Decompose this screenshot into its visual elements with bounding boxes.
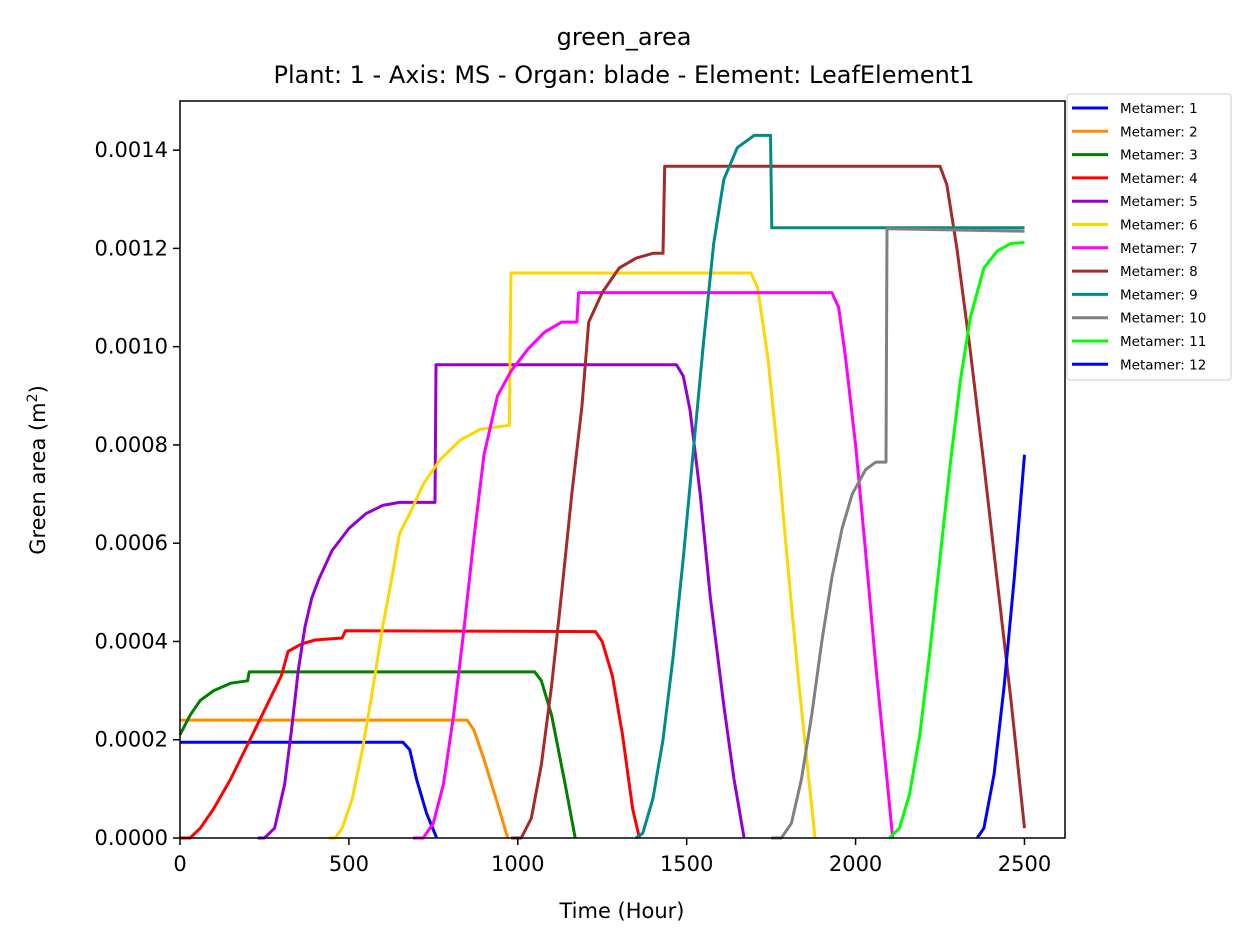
x-tick-label: 2000 [829,852,882,876]
y-tick-label: 0.0012 [95,236,168,260]
series-line-9 [635,133,1025,840]
legend-label: Metamer: 9 [1120,287,1198,303]
y-axis-label-superscript: 2 [25,393,41,402]
plot-frame [179,100,1066,839]
series-line-6 [328,271,817,840]
series-lines [178,133,1026,840]
x-tick-label: 0 [173,852,186,876]
y-tick-label: 0.0002 [95,728,168,752]
x-tick-label: 1500 [660,852,713,876]
legend-label: Metamer: 2 [1120,124,1198,140]
x-axis-ticks: 0 500 1000 1500 2000 2500 [173,838,1051,876]
series-line-1 [180,740,439,839]
y-tick-label: 0.0010 [95,335,168,359]
legend-label: Metamer: 5 [1120,194,1198,210]
x-tick-label: 2500 [998,852,1051,876]
y-tick-label: 0.0008 [95,433,168,457]
x-axis-label: Time (Hour) [558,899,684,923]
y-axis-label-text: Green area (m [26,402,50,554]
y-axis-label: Green area (m2) [25,385,50,555]
series-line-12 [975,454,1026,839]
legend-label: Metamer: 11 [1120,334,1206,350]
legend-frame [1066,93,1232,381]
series-line-5 [257,363,746,840]
y-tick-label: 0.0014 [95,138,168,162]
y-tick-label: 0.0000 [95,826,168,850]
x-tick-label: 1000 [491,852,544,876]
legend-label: Metamer: 8 [1120,264,1198,280]
legend-label: Metamer: 4 [1120,171,1198,187]
legend-label: Metamer: 6 [1120,218,1198,234]
plot-area: 0 500 1000 1500 2000 2500 0.00000.00020.00040… [95,100,1066,876]
legend-label: Metamer: 3 [1120,148,1198,164]
series-line-3 [178,670,577,839]
x-tick-label: 500 [329,852,369,876]
legend-label: Metamer: 7 [1120,241,1198,257]
legend-label: Metamer: 12 [1120,357,1206,373]
series-line-2 [180,718,510,839]
series-line-10 [771,227,1025,840]
legend-label: Metamer: 10 [1120,311,1206,327]
chart-title: green_area [557,23,692,51]
legend-label: Metamer: 1 [1120,101,1198,117]
series-line-7 [413,291,895,840]
chart-subtitle: Plant: 1 - Axis: MS - Organ: blade - Ele… [273,61,974,89]
legend: Metamer: 1 Metamer: 2 Metamer: 3 Metamer: 4… [1066,93,1232,381]
y-axis-label-close: ) [26,385,50,393]
series-line-8 [511,164,1026,840]
series-line-11 [888,241,1025,840]
y-tick-label: 0.0004 [95,629,168,653]
y-axis-ticks: 0.0000 0.0002 0.0004 0.0006 0.0008 0.0010 0.00… [95,138,180,850]
y-tick-label: 0.0006 [95,531,168,555]
